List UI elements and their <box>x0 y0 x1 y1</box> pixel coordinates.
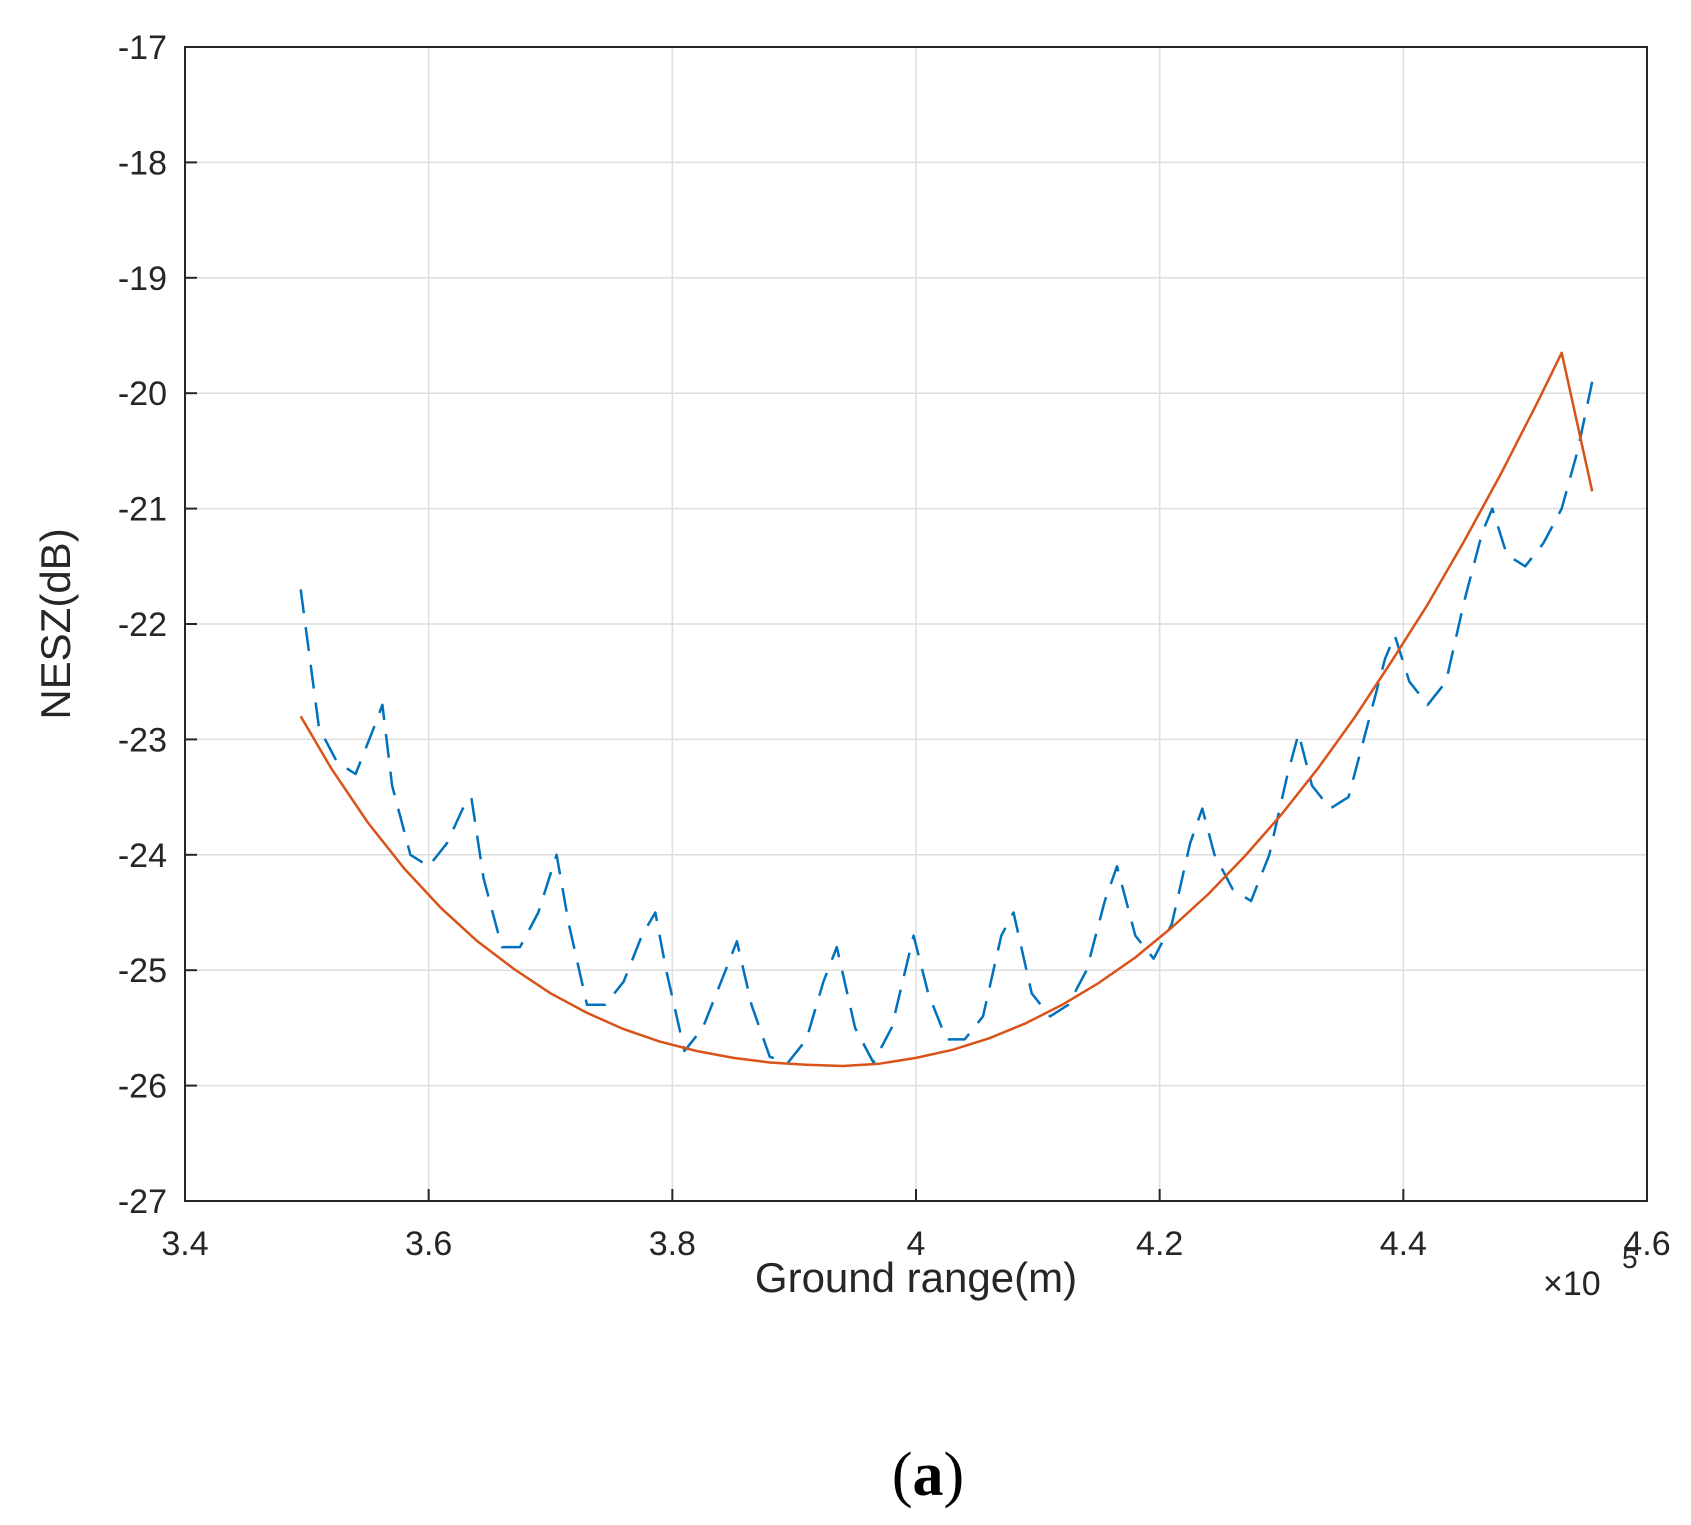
y-tick-label-0: -17 <box>118 29 167 67</box>
y-tick-label-8: -25 <box>118 952 167 990</box>
y-axis-label: NESZ(dB) <box>32 528 79 719</box>
x-tick-label-1: 3.6 <box>405 1225 452 1263</box>
x-tick-label-0: 3.4 <box>161 1225 208 1263</box>
caption-open: ( <box>892 1441 913 1509</box>
caption-letter: a <box>913 1441 944 1509</box>
series-line-1 <box>299 351 1594 1068</box>
y-tick-label-4: -21 <box>118 491 167 529</box>
x-exponent-power: 5 <box>1622 1243 1638 1274</box>
axes <box>184 46 1648 1202</box>
x-exponent: ×10 5 <box>1543 1243 1638 1303</box>
x-tick-label-3: 4 <box>907 1225 926 1263</box>
y-tick-labels: -17 -18 -19 -20 -21 -22 -23 -24 -25 -26 -27 <box>118 29 167 1221</box>
y-tick-label-9: -26 <box>118 1068 167 1106</box>
caption: (a) <box>892 1441 964 1509</box>
x-axis-label: Ground range(m) <box>755 1254 1077 1301</box>
y-tick-label-10: -27 <box>118 1183 167 1221</box>
y-tick-label-2: -19 <box>118 260 167 298</box>
svg-text:(a): (a) <box>892 1441 964 1509</box>
x-tick-label-4: 4.2 <box>1136 1225 1183 1263</box>
x-tick-labels: 3.4 3.6 3.8 4 4.2 4.4 4.6 <box>161 1225 1670 1263</box>
y-tick-label-1: -18 <box>118 144 167 182</box>
y-tick-label-3: -20 <box>118 375 167 413</box>
y-tick-label-6: -23 <box>118 721 167 759</box>
y-tick-label-7: -24 <box>118 837 167 875</box>
y-tick-label-5: -22 <box>118 606 167 644</box>
x-exponent-base: ×10 <box>1543 1265 1601 1303</box>
series-line-0 <box>299 381 1594 1064</box>
x-tick-label-6: 4.6 <box>1623 1225 1670 1263</box>
series-layer <box>299 351 1594 1068</box>
x-tick-label-5: 4.4 <box>1380 1225 1427 1263</box>
x-tick-label-2: 3.8 <box>649 1225 696 1263</box>
caption-close: ) <box>944 1441 965 1509</box>
